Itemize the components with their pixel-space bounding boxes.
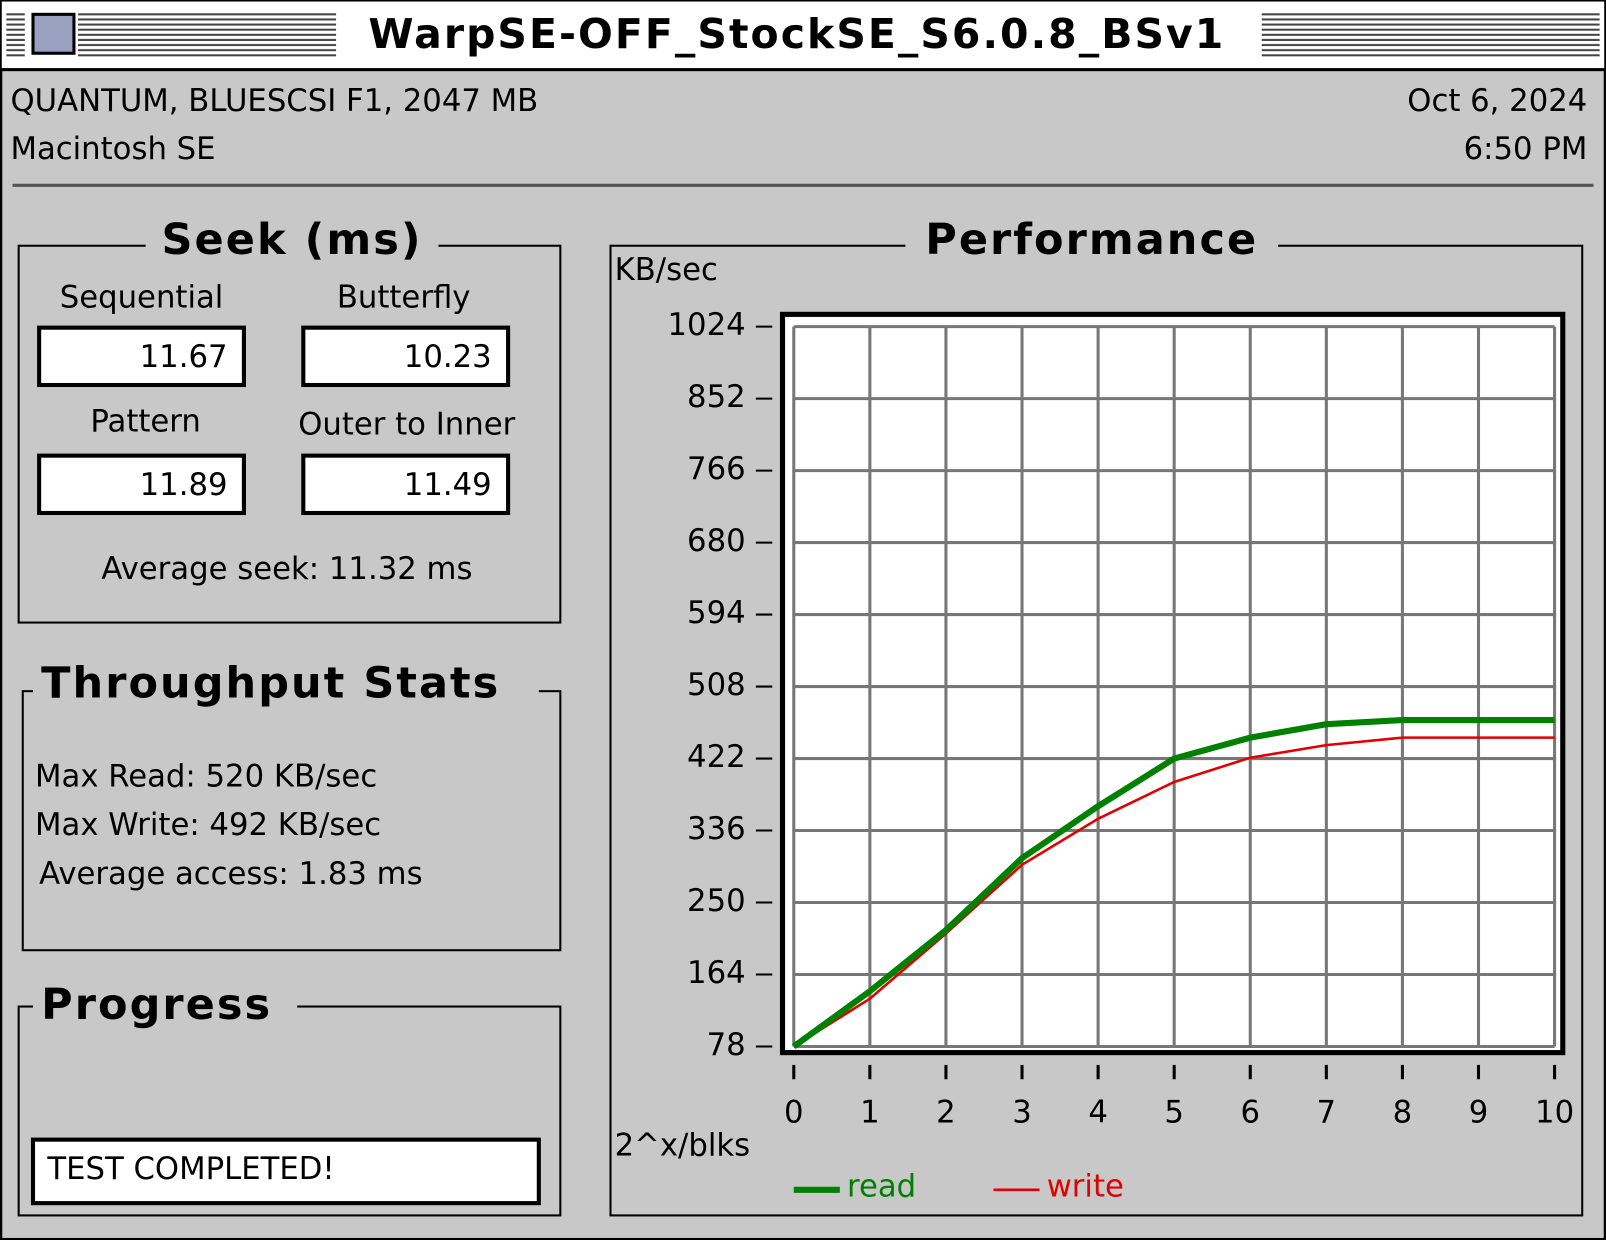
machine-info: Macintosh SE bbox=[10, 131, 215, 167]
stat-line: Average access: 1.83 ms bbox=[39, 856, 422, 892]
x-tick-label: 3 bbox=[1012, 1095, 1032, 1131]
date: Oct 6, 2024 bbox=[1407, 83, 1587, 119]
title-bg bbox=[336, 6, 1262, 64]
field-label: Pattern bbox=[90, 403, 200, 439]
x-tick-label: 1 bbox=[860, 1095, 880, 1131]
y-tick-label: 680 bbox=[687, 523, 746, 559]
y-axis-label: KB/sec bbox=[615, 252, 718, 288]
x-axis-label: 2^x/blks bbox=[615, 1127, 751, 1163]
y-tick-label: 852 bbox=[687, 379, 746, 415]
drive-info: QUANTUM, BLUESCSI F1, 2047 MB bbox=[10, 83, 538, 119]
x-tick-label: 8 bbox=[1393, 1095, 1413, 1131]
field-box bbox=[301, 453, 511, 516]
field-box bbox=[301, 325, 511, 388]
data-line bbox=[793, 736, 1555, 1048]
x-tick-label: 4 bbox=[1088, 1095, 1108, 1131]
stat-line: Max Write: 492 KB/sec bbox=[35, 807, 381, 843]
y-tick-label: 766 bbox=[687, 451, 746, 487]
field-value: 11.67 bbox=[140, 339, 228, 375]
progress-title: Progress bbox=[41, 980, 272, 1030]
legend-label: read bbox=[847, 1168, 916, 1204]
y-tick-label: 508 bbox=[687, 667, 746, 703]
x-tick-label: 0 bbox=[784, 1095, 804, 1131]
y-tick-label: 250 bbox=[687, 883, 746, 919]
status-text: TEST COMPLETED! bbox=[46, 1151, 334, 1187]
x-tick-label: 10 bbox=[1535, 1095, 1574, 1131]
x-tick-label: 9 bbox=[1469, 1095, 1489, 1131]
y-tick-label: 78 bbox=[707, 1027, 746, 1063]
legend-label: write bbox=[1047, 1168, 1124, 1204]
y-tick-label: 1024 bbox=[668, 307, 746, 343]
x-tick-label: 7 bbox=[1317, 1095, 1337, 1131]
field-label: Butterfly bbox=[337, 279, 471, 315]
title-gap bbox=[145, 225, 439, 267]
field-value: 11.49 bbox=[404, 467, 492, 503]
y-tick-label: 164 bbox=[687, 955, 746, 991]
y-tick-label: 336 bbox=[687, 811, 746, 847]
field-box bbox=[37, 453, 246, 516]
x-tick-label: 5 bbox=[1164, 1095, 1184, 1131]
stat-line: Max Read: 520 KB/sec bbox=[35, 759, 377, 795]
x-tick-label: 6 bbox=[1240, 1095, 1260, 1131]
x-tick-label: 2 bbox=[936, 1095, 956, 1131]
field-box bbox=[37, 325, 246, 388]
y-tick-label: 422 bbox=[687, 739, 746, 775]
title-gap bbox=[32, 665, 539, 711]
close-box[interactable] bbox=[31, 12, 76, 55]
title-gap bbox=[32, 985, 298, 1031]
field-label: Sequential bbox=[60, 279, 224, 315]
field-value: 11.89 bbox=[140, 467, 228, 503]
throughput-title: Throughput Stats bbox=[41, 659, 500, 709]
field-value: 10.23 bbox=[404, 339, 492, 375]
window-title: WarpSE-OFF_StockSE_S6.0.8_BSv1 bbox=[368, 10, 1225, 58]
field-label: Outer to Inner bbox=[298, 406, 515, 442]
chart-title: Performance bbox=[925, 215, 1258, 265]
data-line bbox=[791, 716, 1555, 1049]
seek-title: Seek (ms) bbox=[162, 215, 423, 265]
title-gap bbox=[905, 225, 1279, 267]
average-seek: Average seek: 11.32 ms bbox=[101, 551, 472, 587]
status-box bbox=[30, 1137, 541, 1206]
time: 6:50 PM bbox=[1464, 131, 1588, 167]
y-tick-label: 594 bbox=[687, 595, 746, 631]
